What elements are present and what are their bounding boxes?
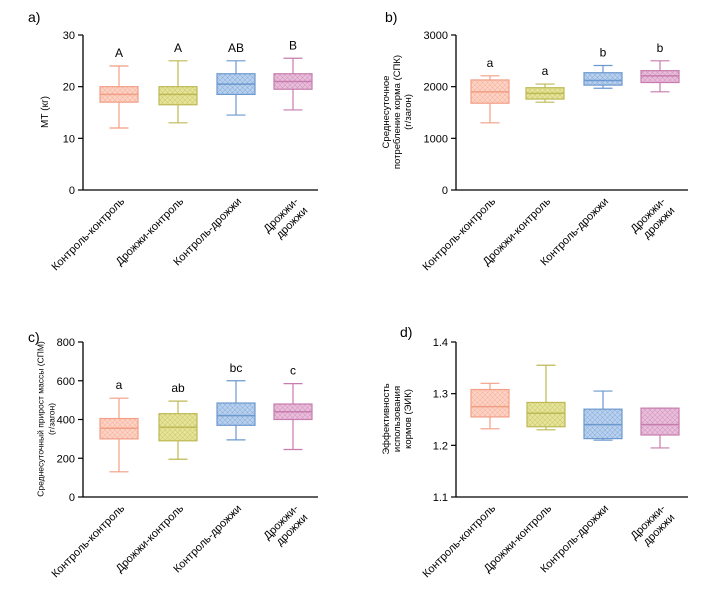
y-tick-label: 0 (442, 185, 448, 197)
panel-label: c) (28, 329, 40, 345)
iqr-box (583, 72, 623, 86)
y-tick-label: 30 (63, 30, 75, 42)
y-tick-label: 2000 (424, 82, 448, 94)
significance-letter: A (115, 46, 123, 60)
box-3: bc (216, 361, 256, 441)
box-4: B (273, 38, 313, 111)
iqr-box (526, 401, 566, 428)
box-4: c (273, 364, 313, 451)
y-tick-label: 1.4 (433, 337, 448, 349)
box-4: b (640, 41, 680, 93)
x-category-label: Дрожжи-дрожжи (261, 502, 310, 551)
x-category-label: Дрожжи-дрожжи (628, 502, 677, 551)
panel-c: c)Среднесуточный прирост массы (СПМ)(г/з… (28, 329, 318, 580)
significance-letter: B (289, 38, 297, 52)
box-3: b (583, 45, 623, 89)
y-axis-label: Среднесуточноепотребление корма (СПК)(г/… (381, 55, 414, 169)
panel-label: d) (400, 324, 412, 340)
box-2 (526, 364, 566, 431)
significance-letter: a (542, 64, 549, 78)
significance-letter: b (657, 41, 664, 55)
significance-letter: b (600, 45, 607, 59)
box-1: a (470, 56, 510, 124)
iqr-box (470, 388, 510, 418)
box-1 (470, 382, 510, 430)
significance-letter: AB (228, 41, 244, 55)
y-tick-label: 1.3 (433, 389, 448, 401)
x-category-label: Дрожжи-дрожжи (261, 195, 310, 244)
y-tick-label: 0 (69, 492, 75, 504)
panel-label: b) (385, 9, 397, 25)
y-tick-label: 0 (69, 185, 75, 197)
significance-letter: bc (230, 361, 243, 375)
y-axis-label: Эффективностьиспользованиякормов (ЭИК) (381, 383, 414, 454)
y-tick-label: 1.1 (433, 492, 448, 504)
box-2: ab (158, 381, 198, 460)
y-tick-label: 800 (57, 337, 75, 349)
y-axis-label: МТ (кг) (40, 96, 51, 128)
iqr-box (158, 86, 198, 106)
significance-letter: a (487, 56, 494, 70)
box-1: a (99, 378, 139, 473)
y-tick-label: 1000 (424, 133, 448, 145)
box-2: a (525, 64, 565, 103)
y-tick-label: 1.2 (433, 440, 448, 452)
box-4 (640, 407, 680, 449)
y-tick-label: 200 (57, 453, 75, 465)
box-2: A (158, 41, 198, 124)
box-3: AB (216, 41, 256, 116)
y-tick-label: 20 (63, 82, 75, 94)
iqr-box (640, 70, 680, 84)
significance-letter: a (116, 378, 123, 392)
y-tick-label: 3000 (424, 30, 448, 42)
significance-letter: c (290, 364, 296, 378)
y-axis-label: Среднесуточный прирост массы (СПМ)(г/заг… (36, 341, 57, 497)
significance-letter: A (174, 41, 182, 55)
y-tick-label: 10 (63, 133, 75, 145)
panel-d: d) Эффективностьиспользованиякормов (ЭИК)… (381, 324, 688, 580)
box-1: A (99, 46, 139, 129)
y-tick-label: 600 (57, 376, 75, 388)
iqr-box (640, 407, 680, 436)
x-category-label: Дрожжи-дрожжи (628, 195, 677, 244)
box-3 (583, 390, 623, 441)
iqr-box (216, 402, 256, 426)
panel-label: a) (28, 9, 40, 25)
y-tick-label: 400 (57, 415, 75, 427)
significance-letter: ab (171, 381, 185, 395)
iqr-box (583, 408, 623, 440)
panel-b: b) Среднесуточноепотребление корма (СПК)(… (381, 9, 688, 273)
